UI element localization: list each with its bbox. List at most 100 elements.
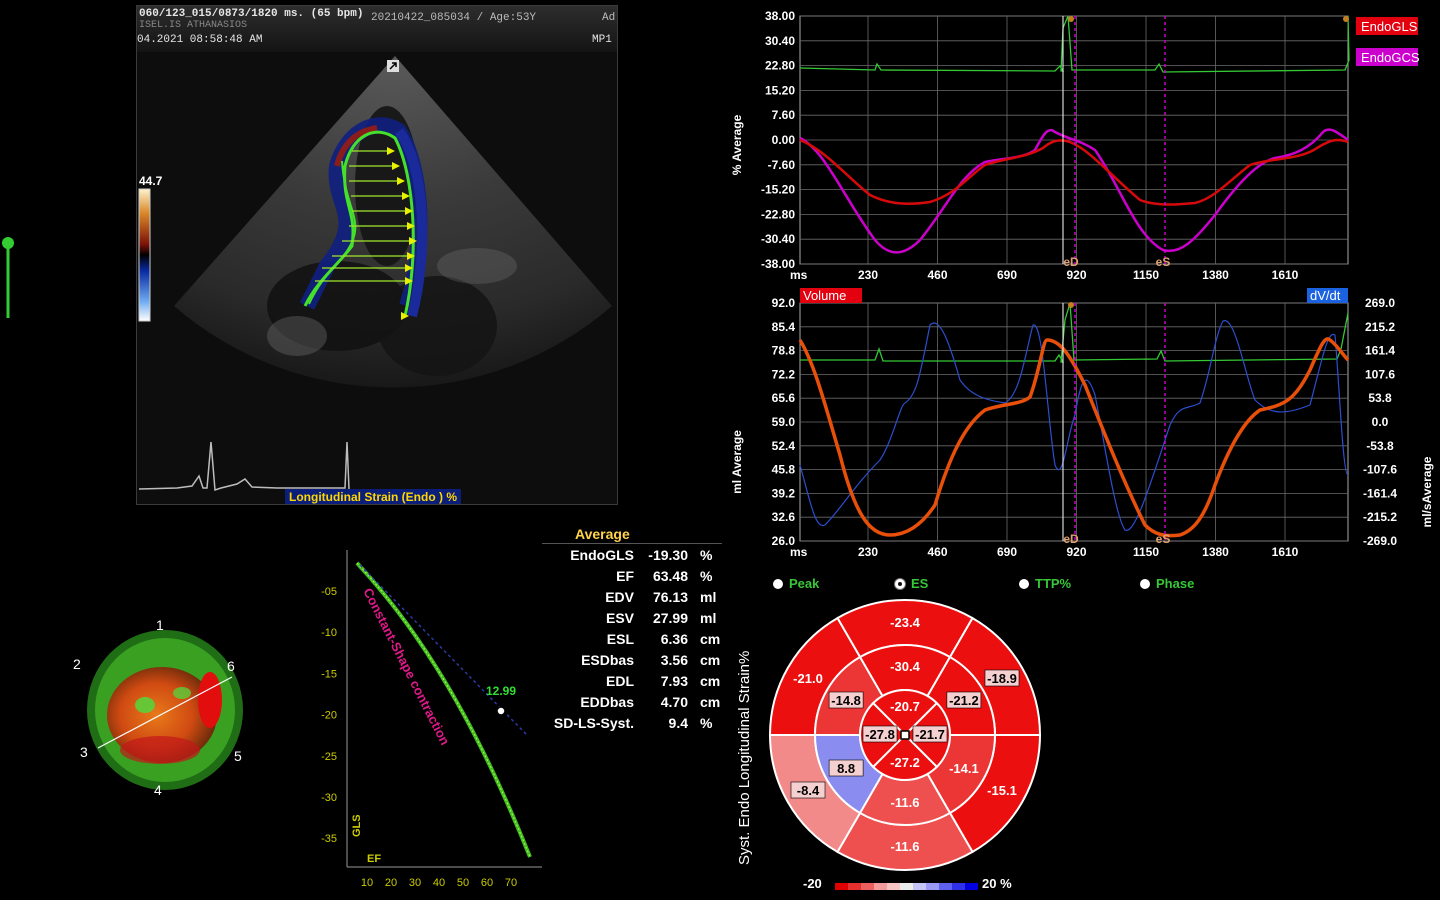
stat-row-ef: EF 63.48% xyxy=(542,568,722,588)
bullseye-value: 8.8 xyxy=(837,761,855,776)
radio-peak-label: Peak xyxy=(789,576,820,591)
series-dvdt xyxy=(799,320,1349,531)
series-endogls xyxy=(799,138,1349,206)
radio-phase[interactable]: Phase xyxy=(1140,576,1194,591)
header-study-info: 20210422_085034 / Age:53Y xyxy=(371,12,537,24)
marker-es: eS xyxy=(1156,255,1171,269)
header-patient: ISEL.IS ATHANASIOS xyxy=(139,20,248,31)
strain-colorbar xyxy=(138,188,151,322)
model-label-3: 3 xyxy=(80,744,88,760)
radio-es-dot[interactable] xyxy=(895,579,905,589)
radio-phase-dot[interactable] xyxy=(1140,579,1150,589)
stat-unit: % xyxy=(700,715,713,731)
bullseye-value: -21.0 xyxy=(793,671,823,686)
bullseye-center-marker xyxy=(900,730,910,740)
stat-unit: % xyxy=(700,547,713,563)
efgls-curve-label: Constant-Shape contraction xyxy=(360,586,452,748)
efgls-x-tick: 40 xyxy=(433,877,445,889)
bot-x-tick: 1380 xyxy=(1202,545,1229,559)
bot-y-tick: 65.6 xyxy=(772,391,796,405)
top-x-tick: 460 xyxy=(927,268,947,282)
bot-y-tick-right: 215.2 xyxy=(1365,320,1395,334)
bot-y-tick: 39.2 xyxy=(772,486,796,500)
scale-swatch xyxy=(965,883,978,890)
bot-y-label-right: ml/sAverage xyxy=(1420,456,1434,527)
stat-row-edv: EDV 76.13 ml xyxy=(542,589,722,609)
stat-unit: ml xyxy=(700,610,717,626)
strain-curve-chart[interactable]: 38.00 30.40 22.80 15.20 7.60 0.00 -7.60 -15.20 -… xyxy=(725,0,1440,290)
model-label-2: 2 xyxy=(73,656,81,672)
radio-peak-dot[interactable] xyxy=(773,579,783,589)
header-probe: MP1 xyxy=(592,34,612,46)
frame-slider-handle xyxy=(2,237,14,249)
stat-unit: cm xyxy=(700,694,721,710)
radio-ttp-dot[interactable] xyxy=(1019,579,1029,589)
efgls-y-tick: -15 xyxy=(321,668,337,680)
stat-row-esdbas: ESDbas 3.56 cm xyxy=(542,652,722,672)
stat-unit: % xyxy=(700,568,713,584)
lv-3d-model[interactable]: 1 2 3 4 5 6 xyxy=(70,615,260,800)
radio-es[interactable]: ES xyxy=(895,576,928,591)
bullseye-value: -21.2 xyxy=(949,693,979,708)
scale-swatch xyxy=(848,883,861,890)
stat-name: EDV xyxy=(605,589,634,605)
stat-row-esl: ESL 6.36 cm xyxy=(542,631,722,651)
stat-unit: cm xyxy=(700,652,721,668)
marker-ed: eD xyxy=(1063,255,1079,269)
radio-peak[interactable]: Peak xyxy=(773,576,819,591)
bot-y-tick: 72.2 xyxy=(772,367,796,381)
bullseye-value: -27.8 xyxy=(865,727,895,742)
frame-slider[interactable] xyxy=(0,230,20,325)
efgls-y-tick: -05 xyxy=(321,586,337,598)
bot-y-tick-right: -215.2 xyxy=(1363,510,1397,524)
efgls-x-label: EF xyxy=(367,853,381,865)
header-ad: Ad xyxy=(602,12,616,24)
bot-y-tick: 26.0 xyxy=(772,534,796,548)
header-cycle-info: 060/123_015/0873/1820 ms. (65 bpm) xyxy=(139,8,364,20)
bot-y-tick-right: -269.0 xyxy=(1363,534,1397,548)
bullseye-value: -18.9 xyxy=(987,671,1017,686)
bot-y-tick-right: -107.6 xyxy=(1363,463,1397,477)
bot-x-tick: 920 xyxy=(1066,545,1086,559)
radio-ttp[interactable]: TTP% xyxy=(1019,576,1071,591)
stat-unit: cm xyxy=(700,673,721,689)
top-x-unit: ms xyxy=(790,268,808,282)
bullseye-value: -27.2 xyxy=(890,755,920,770)
echo-image-panel[interactable]: 060/123_015/0873/1820 ms. (65 bpm) 20210… xyxy=(136,5,618,505)
bot-x-unit: ms xyxy=(790,545,808,559)
model-label-1: 1 xyxy=(156,617,164,633)
bot-y-tick: 85.4 xyxy=(772,320,796,334)
efgls-y-tick: -35 xyxy=(321,833,337,845)
top-x-tick: 1380 xyxy=(1202,268,1229,282)
stat-value: 4.70 xyxy=(660,694,688,710)
stat-row-esv: ESV 27.99 ml xyxy=(542,610,722,630)
stat-value: 3.56 xyxy=(660,652,688,668)
top-y-tick: -30.40 xyxy=(761,232,795,246)
legend-endogcs xyxy=(1356,48,1418,66)
top-y-tick: -22.80 xyxy=(761,207,795,221)
bot-y-tick: 92.0 xyxy=(772,296,796,310)
bullseye-value: -8.4 xyxy=(797,783,820,798)
scale-swatch xyxy=(887,883,900,890)
top-y-tick: -15.20 xyxy=(761,183,795,197)
ef-gls-plot[interactable]: -05 -10 -15 -20 -25 -30 -35 10 20 30 40 50 60 70 GLS EF… xyxy=(305,545,555,895)
scale-min: -20 xyxy=(803,876,822,891)
bullseye-plot[interactable]: -23.4 -18.9 -15.1 -11.6 -8.4 -21.0 -30.4 -21.2 -… xyxy=(725,595,1065,900)
bot-x-tick: 1610 xyxy=(1272,545,1299,559)
efgls-x-tick: 60 xyxy=(481,877,493,889)
efgls-y-label: GLS xyxy=(351,814,363,837)
stat-name: SD-LS-Syst. xyxy=(553,715,634,731)
stat-value: 76.13 xyxy=(652,589,688,605)
volume-curve-chart[interactable]: 92.0 269.0 85.4 215.2 78.8 161.4 72.2 107.6 65.6… xyxy=(725,285,1440,570)
bot-x-tick: 460 xyxy=(927,545,947,559)
stat-name: EndoGLS xyxy=(570,547,634,563)
top-y-tick: 15.20 xyxy=(765,83,795,97)
scale-swatch xyxy=(939,883,952,890)
stat-name: ESV xyxy=(605,610,634,626)
bot-y-tick-right: 161.4 xyxy=(1365,344,1395,358)
legend-volume xyxy=(800,288,862,303)
bullseye-value: -14.1 xyxy=(949,761,979,776)
stat-name: EDDbas xyxy=(580,694,634,710)
top-x-tick: 230 xyxy=(858,268,878,282)
legend-endogls-label: EndoGLS xyxy=(1361,19,1418,34)
